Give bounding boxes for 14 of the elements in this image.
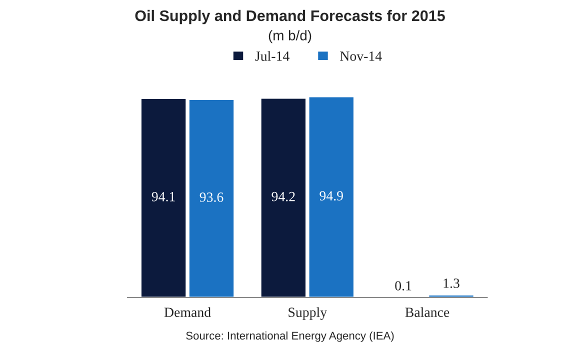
data-label: 1.3 <box>444 278 460 288</box>
x-tick-label: Balance <box>405 307 450 317</box>
data-label: 0.1 <box>395 281 412 291</box>
data-label: 94.1 <box>152 192 175 202</box>
data-label: 94.9 <box>320 191 343 201</box>
x-tick-label: Supply <box>288 307 328 320</box>
chart-subtitle: (m b/d) <box>268 30 312 44</box>
legend-label: Nov-14 <box>340 52 382 61</box>
legend-label: Jul-14 <box>255 51 290 61</box>
data-label: 93.6 <box>200 192 224 202</box>
chart-title: Oil Supply and Demand Forecasts for 2015 <box>135 10 445 24</box>
data-label: 94.2 <box>272 192 295 202</box>
x-tick-label: Demand <box>164 307 211 317</box>
source-note: Source: International Energy Agency (IEA) <box>186 331 394 342</box>
